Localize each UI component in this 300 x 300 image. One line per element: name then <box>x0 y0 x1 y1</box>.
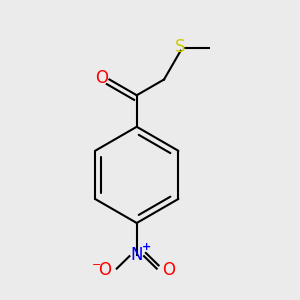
Text: S: S <box>176 38 186 56</box>
Text: O: O <box>163 261 176 279</box>
Text: +: + <box>141 242 151 252</box>
Text: O: O <box>94 69 108 87</box>
Text: −: − <box>92 260 101 270</box>
Text: N: N <box>130 245 143 263</box>
Text: O: O <box>98 261 111 279</box>
